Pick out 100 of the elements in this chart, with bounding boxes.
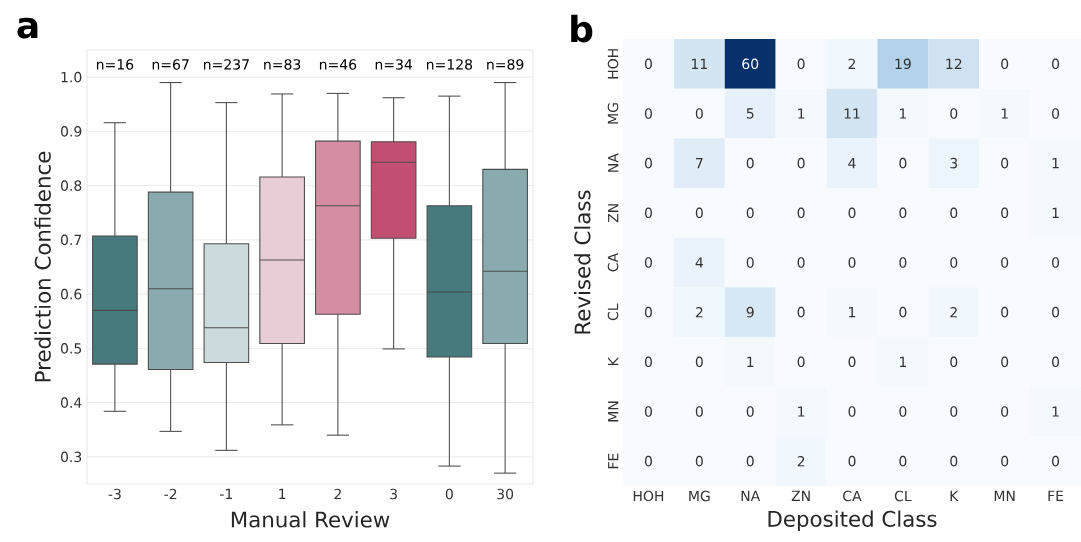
x-tick-label: 0 <box>445 488 453 500</box>
data-label: 1 <box>1052 158 1059 169</box>
data-label: 0 <box>1001 306 1009 318</box>
data-label: 0 <box>1001 58 1009 70</box>
data-label: 0 <box>644 108 652 119</box>
data-label: 0 <box>848 356 856 368</box>
data-label: 5 <box>746 108 754 119</box>
x-tick-label: CL <box>894 490 912 502</box>
data-label: 2 <box>950 306 957 318</box>
annotation: n=128 <box>426 59 473 70</box>
data-label: 0 <box>746 406 754 417</box>
x-axis-title: Deposited Class <box>768 510 937 532</box>
y-tick-label: NA <box>608 153 619 172</box>
data-label: 0 <box>950 108 958 119</box>
data-label: 1 <box>798 108 805 119</box>
y-axis-title: Prediction Confidence <box>34 151 51 382</box>
data-label: 7 <box>696 158 703 169</box>
data-label: 0 <box>1052 306 1060 318</box>
data-label: 0 <box>950 356 958 368</box>
data-label: 0 <box>1052 257 1060 268</box>
data-label: 0 <box>644 455 652 467</box>
data-label: 1 <box>747 356 754 367</box>
y-tick-label: HOH <box>607 49 619 79</box>
y-tick-label: CL <box>607 303 619 321</box>
data-label: 0 <box>695 356 703 368</box>
x-tick-label: MG <box>689 490 710 502</box>
data-label: 1 <box>1052 207 1059 218</box>
data-label: 1 <box>1052 406 1059 417</box>
y-tick-label: 0.5 <box>60 343 82 354</box>
y-tick-label: ZN <box>608 204 619 223</box>
data-label: 0 <box>899 455 907 467</box>
data-label: 0 <box>644 356 652 368</box>
data-label: 0 <box>950 257 958 268</box>
x-tick-label: K <box>950 490 959 501</box>
annotation: n=89 <box>487 59 524 70</box>
data-label: 0 <box>848 406 856 417</box>
data-label: 0 <box>644 406 652 417</box>
y-tick-label: 0.7 <box>60 234 82 246</box>
data-label: 0 <box>1001 207 1009 219</box>
x-tick-label: ZN <box>791 490 810 501</box>
x-axis-title: Manual Review <box>231 511 390 528</box>
y-tick-label: 0.3 <box>60 451 82 463</box>
annotation: n=83 <box>264 59 301 70</box>
data-label: 0 <box>746 257 754 268</box>
data-label: 0 <box>1052 356 1060 368</box>
data-label: 0 <box>695 455 703 467</box>
annotation: n=67 <box>152 59 189 70</box>
data-label: 60 <box>742 58 759 70</box>
y-axis-title: Revised Class <box>574 190 591 334</box>
data-label: 1 <box>1001 108 1008 119</box>
data-label: 0 <box>1001 356 1009 368</box>
data-label: 1 <box>849 307 856 318</box>
annotation: n=46 <box>319 59 357 70</box>
data-label: 0 <box>644 157 652 169</box>
data-label: 0 <box>695 207 703 219</box>
data-label: 4 <box>848 158 856 169</box>
data-label: 0 <box>797 157 805 169</box>
x-tick-label: -3 <box>108 488 121 500</box>
y-tick-label: FE <box>608 453 619 469</box>
y-tick-label: K <box>608 356 619 366</box>
data-label: 0 <box>746 455 754 467</box>
data-label: 0 <box>797 356 805 368</box>
data-label: 0 <box>899 207 907 219</box>
data-label: 11 <box>844 108 860 119</box>
data-label: 0 <box>797 257 805 268</box>
data-label: 0 <box>1052 108 1060 119</box>
data-label: 3 <box>950 157 958 169</box>
data-label: 9 <box>746 306 754 318</box>
data-label: 0 <box>797 207 805 219</box>
x-tick-label: -1 <box>220 488 233 499</box>
data-label: 0 <box>848 455 856 467</box>
x-tick-label: HOH <box>633 490 664 502</box>
x-tick-label: MN <box>994 490 1015 501</box>
data-label: 0 <box>950 207 958 219</box>
data-label: 0 <box>797 58 805 70</box>
annotation: n=16 <box>96 59 134 70</box>
data-label: 0 <box>899 306 907 318</box>
y-tick-label: MG <box>607 103 619 124</box>
y-tick-label: MN <box>608 401 619 422</box>
data-label: 0 <box>695 406 703 417</box>
data-label: 0 <box>899 157 907 169</box>
text: b <box>571 14 593 43</box>
data-label: 1 <box>899 108 907 119</box>
x-tick-label: -2 <box>164 488 177 500</box>
x-tick-label: 1 <box>279 488 286 499</box>
data-label: 1 <box>798 406 805 417</box>
data-label: 0 <box>746 157 754 169</box>
y-tick-label: 0.4 <box>60 397 82 408</box>
x-tick-label: 2 <box>334 488 341 500</box>
data-label: 0 <box>899 406 907 417</box>
data-label: 0 <box>1001 455 1009 467</box>
x-tick-label: NA <box>741 490 761 501</box>
data-label: 0 <box>644 58 652 70</box>
x-tick-label: 30 <box>497 488 514 500</box>
annotation: n=34 <box>375 59 413 70</box>
text: a <box>17 17 38 39</box>
data-label: 0 <box>1052 455 1060 467</box>
data-label: 4 <box>695 257 703 268</box>
data-label: 0 <box>644 207 652 219</box>
data-label: 0 <box>950 455 958 467</box>
